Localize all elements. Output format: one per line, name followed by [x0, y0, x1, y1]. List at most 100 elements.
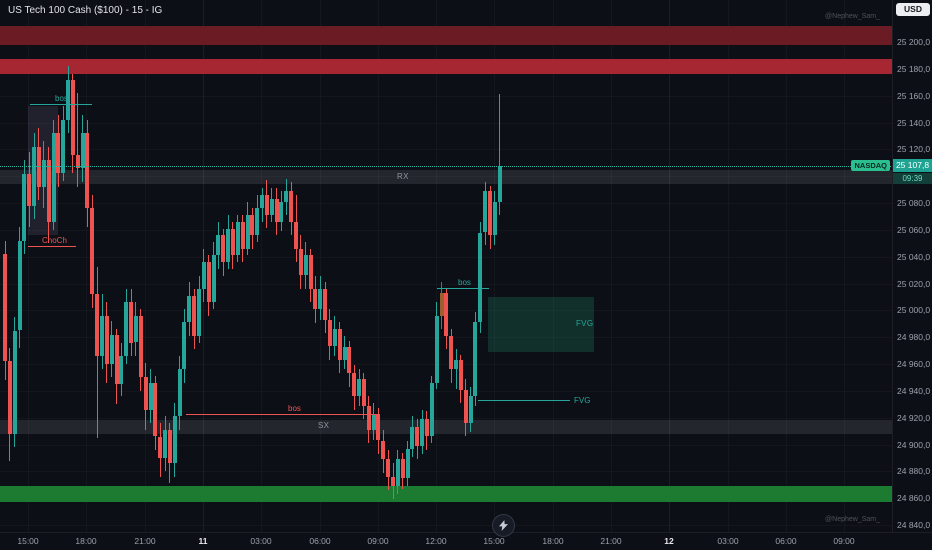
choch-line-label: ChoCh	[42, 235, 67, 245]
candle	[289, 190, 294, 222]
chart-canvas[interactable]: RX SX FVG bos ChoCh bos bos FVG	[0, 0, 893, 533]
candle	[357, 378, 362, 397]
candle	[264, 195, 269, 216]
quick-trade-button[interactable]	[492, 514, 515, 537]
candle	[66, 79, 71, 120]
candle	[182, 322, 187, 370]
currency-button[interactable]: USD	[896, 3, 930, 16]
candle	[114, 334, 119, 385]
time-tick-label: 09:00	[833, 536, 855, 546]
bos-line-right	[437, 287, 489, 289]
candle	[119, 356, 124, 385]
fvg-box	[488, 296, 594, 352]
candle	[7, 361, 12, 434]
price-axis[interactable]: 25 200,0 25 180,0 25 160,0 25 140,0 25 120,0…	[892, 0, 932, 533]
price-tick-label: 25 000,0	[897, 305, 931, 316]
price-tick-label: 25 060,0	[897, 224, 931, 235]
last-price-badge: 25 107,8	[893, 158, 932, 172]
fvg-line-label: FVG	[574, 396, 591, 406]
candle	[391, 476, 395, 487]
candle	[46, 160, 51, 222]
time-tick-label: 03:00	[717, 536, 739, 546]
candle	[235, 221, 240, 256]
candle	[192, 295, 197, 336]
grid-line-horizontal	[0, 256, 893, 258]
candle	[187, 295, 192, 323]
candle	[434, 315, 439, 383]
grid-line-vertical	[28, 0, 29, 533]
grid-line-vertical	[728, 0, 729, 533]
price-tick-label: 24 920,0	[897, 412, 931, 423]
time-axis[interactable]: 15:00 18:00 21:00 11 03:00 06:00 09:00 12:00 15:…	[0, 532, 932, 550]
time-tick-label: 18:00	[542, 536, 564, 546]
candle	[439, 292, 444, 316]
candle	[458, 360, 463, 390]
grid-line-horizontal	[0, 95, 893, 97]
grid-line-horizontal	[0, 417, 893, 419]
candle	[133, 315, 138, 343]
candle	[347, 346, 352, 374]
candle	[366, 405, 371, 430]
candle	[337, 329, 342, 360]
candle	[12, 330, 17, 434]
candle	[206, 262, 211, 303]
grid-line-horizontal	[0, 149, 893, 151]
candle	[211, 255, 216, 303]
candle	[124, 302, 129, 356]
candle	[454, 360, 459, 370]
price-tick-label: 24 960,0	[897, 359, 931, 369]
time-tick-label: 03:00	[250, 536, 272, 546]
watermark-bottom: @Nephew_Sam_	[825, 516, 880, 523]
candle	[381, 440, 386, 460]
time-tick-label: 12	[664, 536, 674, 546]
price-tick-label: 25 200,0	[897, 37, 931, 47]
candle	[313, 288, 318, 309]
candle	[153, 382, 158, 437]
bos-line-mid-label: bos	[288, 403, 301, 413]
grid-line-vertical	[553, 0, 554, 533]
candle	[201, 262, 206, 289]
symbol-legend[interactable]: US Tech 100 Cash ($100) - 15 - IG	[8, 5, 163, 16]
grid-line-horizontal	[0, 390, 893, 392]
grid-line-vertical	[786, 0, 787, 533]
candle	[468, 396, 473, 423]
candle	[158, 436, 163, 458]
grid-line-vertical	[320, 0, 321, 533]
grid-line-vertical	[86, 0, 87, 533]
time-tick-label: 11	[198, 536, 208, 546]
candle	[3, 254, 7, 362]
price-tick-label: 25 120,0	[897, 144, 931, 155]
candle	[172, 416, 177, 464]
candle	[70, 79, 75, 155]
price-tick-label: 24 900,0	[897, 439, 931, 450]
price-tick-label: 24 980,0	[897, 332, 931, 343]
grid-line-horizontal	[0, 229, 893, 231]
price-tick-label: 24 940,0	[897, 385, 931, 396]
candle	[327, 319, 332, 347]
time-tick-label: 21:00	[600, 536, 622, 546]
candle	[56, 133, 61, 174]
price-tick-label: 25 160,0	[897, 90, 931, 101]
time-tick-label: 15:00	[17, 536, 39, 546]
choch-line	[28, 245, 76, 247]
grid-line-horizontal	[0, 525, 893, 526]
current-price-line	[0, 165, 893, 167]
time-tick-label: 06:00	[775, 536, 797, 546]
candle	[483, 190, 488, 233]
candle	[415, 427, 420, 446]
candle	[260, 195, 265, 209]
candle	[95, 294, 100, 356]
candle	[75, 154, 80, 169]
grid-line-vertical	[378, 0, 379, 533]
candle	[61, 119, 66, 174]
candle	[51, 133, 56, 222]
bos-line-right-label: bos	[458, 277, 471, 287]
candle	[148, 382, 153, 410]
candle	[274, 199, 279, 222]
candle	[279, 201, 284, 222]
price-tick-label: 25 140,0	[897, 117, 931, 128]
candle	[294, 221, 298, 249]
time-tick-label: 06:00	[309, 536, 331, 546]
grid-line-vertical	[436, 0, 437, 533]
time-tick-label: 12:00	[425, 536, 447, 546]
